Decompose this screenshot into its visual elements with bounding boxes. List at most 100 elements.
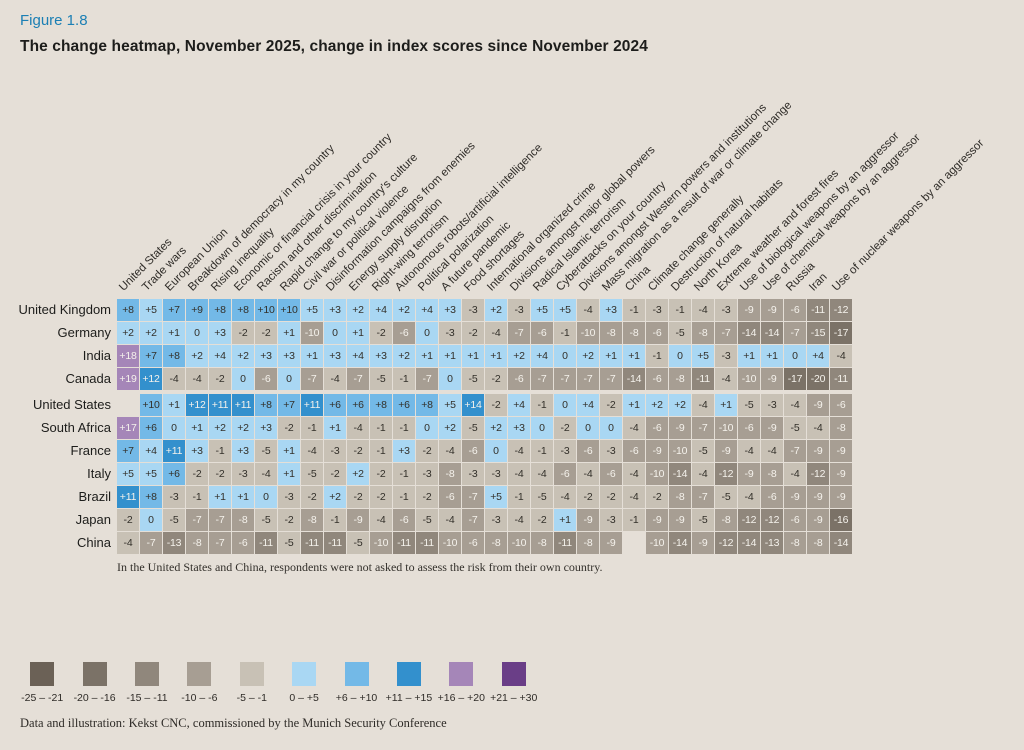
heatmap-cell: -1 [370, 440, 392, 462]
row-label: Brazil [78, 489, 111, 504]
heatmap-cell: -3 [163, 486, 185, 508]
legend-item: +6 – +10 [330, 662, 382, 704]
heatmap-cell: +8 [163, 345, 185, 367]
heatmap-cell: +1 [301, 345, 323, 367]
heatmap-cell: -2 [646, 486, 668, 508]
heatmap-cell: -2 [347, 486, 369, 508]
heatmap-cell: +2 [232, 345, 254, 367]
heatmap-cell: -3 [600, 440, 622, 462]
heatmap-cell: -3 [232, 463, 254, 485]
heatmap-cell: -11 [416, 532, 438, 554]
heatmap-cell: -3 [462, 299, 484, 321]
heatmap-cell: -9 [715, 440, 737, 462]
heatmap-cell: -11 [255, 532, 277, 554]
heatmap-cell: -7 [462, 486, 484, 508]
heatmap-cell: +1 [600, 345, 622, 367]
heatmap-cell: +4 [347, 345, 369, 367]
heatmap-cell: -4 [485, 322, 507, 344]
heatmap-cell: -4 [738, 440, 760, 462]
legend-item: +11 – +15 [383, 662, 435, 704]
heatmap-cell: +8 [117, 299, 139, 321]
legend-item: 0 – +5 [278, 662, 330, 704]
heatmap-cell: +9 [186, 299, 208, 321]
heatmap-cell: -6 [600, 463, 622, 485]
heatmap-cell: -5 [255, 509, 277, 531]
heatmap-cell: -12 [830, 299, 852, 321]
heatmap-cell: +4 [370, 299, 392, 321]
heatmap-cell: -5 [692, 509, 714, 531]
heatmap-cell: -14 [669, 532, 691, 554]
heatmap-cell: -9 [761, 299, 783, 321]
heatmap-cell: -2 [278, 417, 300, 439]
heatmap-cell: +5 [554, 299, 576, 321]
heatmap-cell: -4 [623, 486, 645, 508]
heatmap-cell: +2 [232, 417, 254, 439]
row-label: Japan [75, 512, 111, 527]
heatmap-cell: -6 [439, 486, 461, 508]
heatmap-cell: -4 [738, 486, 760, 508]
heatmap-cell: -14 [669, 463, 691, 485]
heatmap-cell: 0 [416, 417, 438, 439]
heatmap-cell: +10 [278, 299, 300, 321]
heatmap-cell: +3 [508, 417, 530, 439]
heatmap-cell: -7 [692, 417, 714, 439]
heatmap-cell: -4 [508, 509, 530, 531]
heatmap-cell: -10 [715, 417, 737, 439]
legend-range-label: 0 – +5 [289, 692, 319, 704]
heatmap-cell: -9 [830, 440, 852, 462]
heatmap-cell: -5 [462, 368, 484, 390]
heatmap-cell: -10 [439, 532, 461, 554]
heatmap-cell: 0 [140, 509, 162, 531]
heatmap-cell: +5 [531, 299, 553, 321]
heatmap-cell: +2 [324, 486, 346, 508]
heatmap-cell: -2 [554, 417, 576, 439]
heatmap-cell: -5 [784, 417, 806, 439]
heatmap-cell: 0 [485, 440, 507, 462]
heatmap-cell: -1 [554, 322, 576, 344]
heatmap-cell: +3 [255, 345, 277, 367]
heatmap-cell: -7 [784, 322, 806, 344]
legend-range-label: -25 – -21 [21, 692, 64, 704]
heatmap-cell: -2 [209, 463, 231, 485]
heatmap-cell: -2 [462, 322, 484, 344]
heatmap-cell: -9 [646, 509, 668, 531]
heatmap-cell: +11 [301, 394, 323, 416]
heatmap-cell: -6 [830, 394, 852, 416]
heatmap-cell: -12 [738, 509, 760, 531]
heatmap-cell: -7 [209, 509, 231, 531]
heatmap-cell: 0 [416, 322, 438, 344]
column-label: Use of nuclear weapons by an aggressor [830, 137, 987, 294]
heatmap-cell: -3 [554, 440, 576, 462]
row-label: United Kingdom [18, 302, 112, 317]
heatmap-cell: -1 [209, 440, 231, 462]
heatmap-cell: -8 [485, 532, 507, 554]
heatmap-cell: -5 [301, 463, 323, 485]
heatmap-cell: 0 [278, 368, 300, 390]
heatmap-cell: +1 [278, 322, 300, 344]
heatmap-cell: -8 [669, 486, 691, 508]
heatmap-cell: -6 [738, 417, 760, 439]
heatmap-cell: -2 [577, 486, 599, 508]
heatmap-cell: +4 [209, 345, 231, 367]
heatmap-cell: +2 [347, 299, 369, 321]
heatmap-cell: -2 [370, 322, 392, 344]
heatmap-cell: -1 [531, 394, 553, 416]
heatmap-cell: -9 [807, 440, 829, 462]
heatmap-cell: -4 [301, 440, 323, 462]
heatmap-cell: +1 [623, 394, 645, 416]
legend-swatch [344, 662, 369, 686]
heatmap-cell: -6 [554, 463, 576, 485]
heatmap-cell: -7 [554, 368, 576, 390]
heatmap-cell: -14 [738, 532, 760, 554]
heatmap-cell: -5 [738, 394, 760, 416]
heatmap-cell: -4 [347, 417, 369, 439]
legend-item: -15 – -11 [121, 662, 173, 704]
heatmap-cell: -9 [692, 532, 714, 554]
heatmap-cell: +6 [347, 394, 369, 416]
heatmap-cell: -5 [531, 486, 553, 508]
heatmap-cell: +4 [807, 345, 829, 367]
heatmap-cell: +2 [508, 345, 530, 367]
heatmap-cell: -9 [830, 486, 852, 508]
heatmap-cell: -9 [830, 463, 852, 485]
heatmap-cell: -5 [462, 417, 484, 439]
